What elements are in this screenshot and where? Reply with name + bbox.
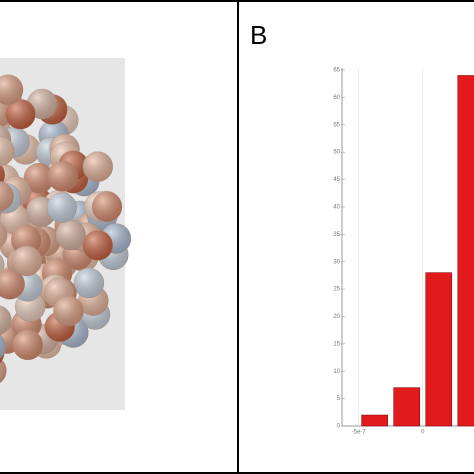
y-tick-label: 15 <box>333 341 340 347</box>
y-tick-label: 0 <box>337 424 341 430</box>
sphere-shade <box>47 161 78 192</box>
sphere-shade <box>82 151 113 182</box>
y-tick-label: 5 <box>337 396 341 402</box>
sphere-shade <box>0 181 14 212</box>
sphere-shade <box>55 220 86 251</box>
sphere-shade <box>0 305 12 335</box>
sphere-shade <box>0 269 25 300</box>
y-tick-label: 25 <box>333 287 340 293</box>
sphere-shade <box>11 245 42 276</box>
sphere-shade <box>82 230 113 261</box>
sphere-shade <box>92 191 123 222</box>
bar <box>457 75 474 427</box>
y-tick-label: 60 <box>333 95 340 101</box>
y-tick-label: 65 <box>333 68 340 74</box>
y-tick-label: 50 <box>333 150 340 156</box>
y-tick-label: 20 <box>333 314 340 320</box>
sphere-shade <box>53 296 84 327</box>
y-tick-label: 55 <box>333 122 340 128</box>
x-tick-label: 0 <box>421 430 425 436</box>
sphere-shade <box>12 329 43 360</box>
sphere-shade <box>46 192 77 223</box>
sphere-shade <box>0 358 7 383</box>
bar <box>361 414 388 427</box>
sphere-shade <box>0 74 24 105</box>
x-tick-label: -5e-7 <box>352 430 367 436</box>
y-tick-label: 45 <box>333 177 340 183</box>
y-tick-label: 10 <box>333 369 340 375</box>
sphere-shade <box>5 99 36 130</box>
panel-label: B <box>250 20 267 50</box>
plot-area <box>358 68 474 427</box>
sphere-shade <box>73 267 104 298</box>
molecule-image <box>0 58 132 410</box>
sphere-shade <box>23 163 54 194</box>
y-tick-label: 30 <box>333 259 340 265</box>
sphere-shade <box>0 136 15 167</box>
bar <box>425 272 453 427</box>
bar <box>393 387 421 427</box>
y-tick-label: 40 <box>333 205 340 211</box>
sphere-shade <box>0 164 5 187</box>
sphere-shade <box>0 334 6 359</box>
sphere-shade <box>0 222 7 248</box>
y-tick-label: 35 <box>333 232 340 238</box>
